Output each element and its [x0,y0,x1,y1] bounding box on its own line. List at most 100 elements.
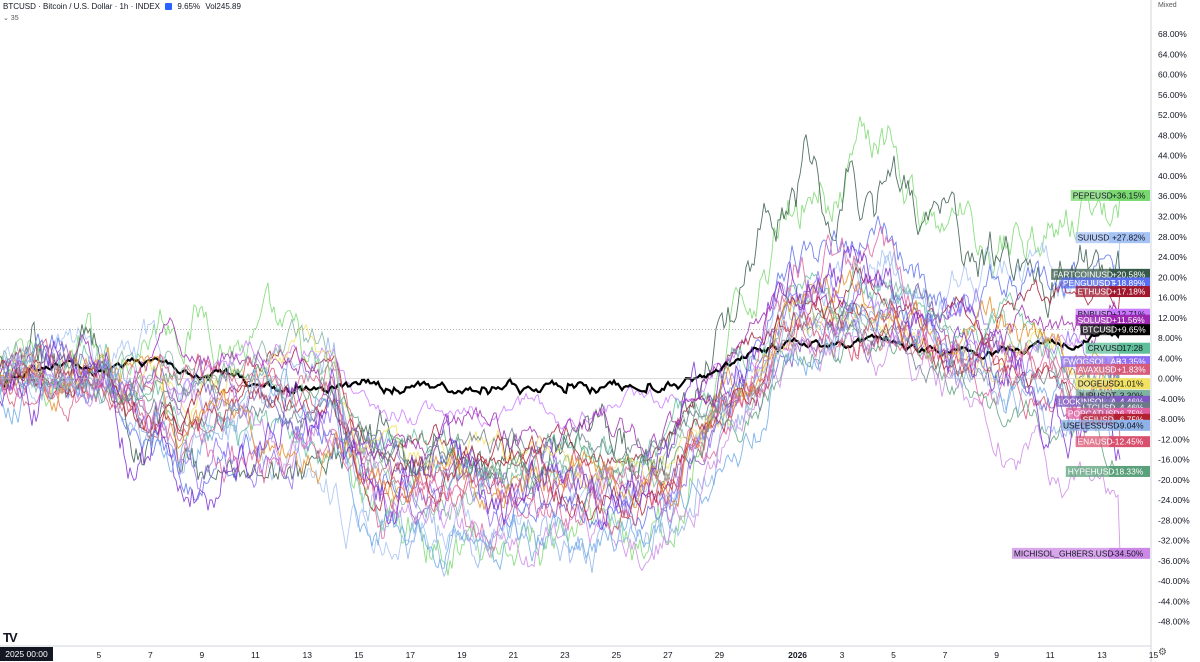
series-value: 17:28 [1122,343,1143,353]
series-label-hypehusd[interactable]: HYPEHUSD-18.33% [1065,465,1150,477]
series-label-penguusdt[interactable]: PENGUUSDT+18.89% [1060,277,1150,289]
series-value: +1.83% [1117,364,1146,374]
series-line-enausd[interactable] [0,300,1121,536]
series-value: +18.89% [1112,278,1146,288]
series-line-popcatusd[interactable] [0,226,1121,552]
volume-value: Vol245.89 [205,2,241,11]
series-line-lightblue[interactable] [0,292,1121,571]
series-line-uselessusd[interactable] [0,251,1121,578]
settings-icon[interactable]: ⚙ [1158,647,1167,658]
y-tick-label: 8.00% [1158,333,1183,343]
series-label-crvusd[interactable]: CRVUSD 17:28 [1085,342,1150,354]
series-line-hypehusd[interactable] [0,318,1121,487]
series-value: +20.58% [1112,269,1146,279]
series-label-lockinsol_a[interactable]: LOCKINSOL_A -4.46% [1056,395,1150,407]
value-bg [1109,436,1150,448]
series-label-fwogsol_ab[interactable]: FWOGSOL_AB+3.35% [1061,356,1150,368]
y-axis: 68.00% 64.00% 60.00% 56.00% 52.00% 48.00% 44.0… [1150,0,1190,662]
y-tick-label: 28.00% [1158,232,1187,242]
series-line-bnbusd[interactable] [0,298,1121,430]
label-bg [1065,407,1114,419]
label-bg [1075,232,1109,244]
series-name: BNBUSD [1078,309,1113,319]
x-axis: 579111315171921232527292026357911131517 [0,645,1158,660]
series-label-btcusd[interactable]: BTCUSD +9.65% [1080,324,1150,336]
tradingview-logo: TV [3,630,18,645]
y-tick-label: -4.00% [1158,394,1185,404]
x-tick-label: 25 [612,650,622,660]
y-tick-label: -12.00% [1158,434,1190,444]
label-bg [1075,363,1114,375]
value-bg [1114,363,1150,375]
series-value: +17.18% [1112,287,1146,297]
y-tick-label: 0.00% [1158,374,1183,384]
scale-mode-label[interactable]: Mixed [1158,2,1177,9]
series-label-avaxusd[interactable]: AVAXUSD +1.83% [1075,363,1150,375]
collapse-toggle[interactable]: ⌄ 35 [3,15,19,22]
series-label-ltcusd[interactable]: LTCUSD -4.46% [1080,401,1150,413]
x-tick-label: 21 [509,650,519,660]
value-bg [1114,419,1150,431]
series-value: -6.75% [1117,414,1144,424]
y-tick-label: 56.00% [1158,90,1187,100]
series-line-michisol_gh8ers.usd[interactable] [0,327,1121,572]
label-bg [1060,277,1109,289]
symbol-title[interactable]: BTCUSD · Bitcoin / U.S. Dollar · 1h · IN… [3,2,160,11]
label-bg [1075,378,1114,390]
change-value: 9.65% [177,2,201,11]
series-name: ETHUSD [1078,287,1112,297]
series-line-solusd[interactable] [0,268,1121,461]
x-tick-label: 17 [406,650,416,660]
series-value: -4.46% [1117,402,1144,412]
y-tick-label: 16.00% [1158,293,1187,303]
time-readout: 2025 00:00 [0,647,53,661]
series-label-jupusdt[interactable]: JUPUSDT -3.30% [1075,389,1150,401]
series-name: SUIUSD [1078,233,1110,243]
value-bg [1109,189,1150,201]
value-bg [1109,308,1150,320]
x-tick-label: 23 [560,650,570,660]
series-label-suiusd[interactable]: SUIUSD +27.82% [1075,232,1150,244]
series-label-bnbusd[interactable]: BNBUSD +12.71% [1075,308,1150,320]
series-label-dogeusd[interactable]: DOGEUSD-1.01% [1075,378,1150,390]
y-tick-label: -32.00% [1158,536,1190,546]
series-label-seiusd[interactable]: SEIUSD -6.75% [1080,413,1150,425]
label-bg [1075,389,1114,401]
series-label-fartcoinusd[interactable]: FARTCOINUSD +20.58% [1051,268,1150,280]
series-label-pepeusd[interactable]: PEPEUSD +36.15% [1070,189,1150,201]
series-line-crvusd[interactable] [0,257,1121,491]
series-name: FWOGSOL_AB [1063,357,1122,367]
value-bg [1114,395,1150,407]
x-tick-label: 13 [303,650,313,660]
value-bg [1109,232,1150,244]
y-tick-label: -44.00% [1158,596,1190,606]
series-label-popcatusd[interactable]: POPCATUSD-6.75% [1065,407,1150,419]
series-line-lockinsol_a[interactable] [0,282,1121,526]
y-tick-label: 36.00% [1158,191,1187,201]
series-name: SEIUSD [1083,414,1114,424]
series-label-solusd[interactable]: SOLUSD +11.56% [1075,314,1150,326]
x-tick-label: 11 [251,650,260,660]
label-bg [1080,413,1114,425]
label-bg [1080,401,1114,413]
series-name: PEPEUSD [1073,190,1113,200]
series-label-ethusd[interactable]: ETHUSD +17.18% [1075,286,1150,298]
series-line-fartcoinusd[interactable] [0,134,1121,481]
x-tick-label: 3 [840,650,845,660]
y-tick-label: -20.00% [1158,475,1190,485]
series-label-enausd[interactable]: ENAUSD -12.45% [1075,436,1150,448]
series-name: HYPEHUSD [1068,466,1115,476]
series-value: +3.35% [1117,357,1146,367]
value-bg [1114,356,1150,368]
series-line-suiusd[interactable] [0,237,1121,561]
series-label-michisol_gh8ers.usd[interactable]: MICHISOL_GH8ERS.USD-34.50% [1011,547,1150,559]
series-name: CRVUSD [1088,343,1123,353]
series-value: -12.45% [1112,437,1144,447]
symbol-row[interactable]: BTCUSD · Bitcoin / U.S. Dollar · 1h · IN… [3,2,244,11]
series-value: +27.82% [1112,233,1146,243]
value-bg [1109,314,1150,326]
series-line-seiusd[interactable] [0,295,1121,521]
series-label-uselessusd[interactable]: USELESSUSD-9.04% [1061,419,1150,431]
y-tick-label: 52.00% [1158,110,1187,120]
